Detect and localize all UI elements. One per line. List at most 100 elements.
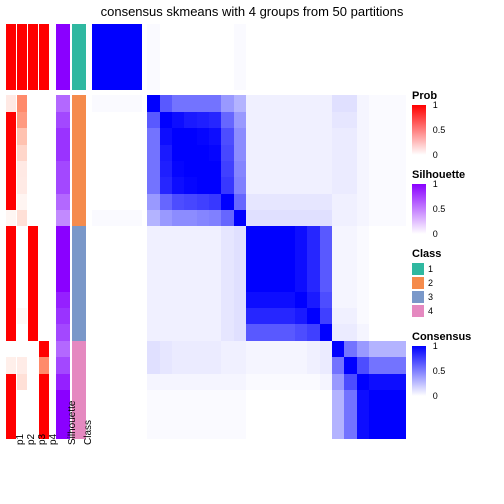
x-label-p2: p2 xyxy=(26,434,37,445)
heatmap-cell xyxy=(344,292,357,309)
heatmap-cell xyxy=(283,128,296,145)
legend-prob-gradient xyxy=(412,105,426,155)
annotation-cell xyxy=(28,259,38,276)
heatmap-cell xyxy=(160,161,173,178)
heatmap-cell xyxy=(92,357,105,374)
heatmap-cell xyxy=(394,40,407,57)
x-label-p4: p4 xyxy=(48,434,59,445)
annotation-cell xyxy=(72,57,86,74)
heatmap-cell xyxy=(344,57,357,74)
heatmap-cell xyxy=(258,210,271,227)
heatmap-cell xyxy=(209,341,222,358)
heatmap-cell xyxy=(172,40,185,57)
heatmap-cell xyxy=(332,112,345,129)
annotation-cell xyxy=(56,275,70,292)
heatmap-cell xyxy=(117,390,130,407)
heatmap-cell xyxy=(172,324,185,341)
heatmap-cell xyxy=(332,390,345,407)
heatmap-cell xyxy=(117,73,130,90)
heatmap-cell xyxy=(117,226,130,243)
annotation-cell xyxy=(6,374,16,391)
heatmap-cell xyxy=(283,406,296,423)
heatmap-cell xyxy=(129,145,142,162)
heatmap-cell xyxy=(197,194,210,211)
heatmap-cell xyxy=(160,259,173,276)
heatmap-cell xyxy=(104,210,117,227)
heatmap-cell xyxy=(295,292,308,309)
heatmap-cell xyxy=(295,390,308,407)
legend-tick: 1 xyxy=(433,101,438,110)
heatmap-cell xyxy=(357,357,370,374)
heatmap-cell xyxy=(270,161,283,178)
heatmap-cell xyxy=(381,177,394,194)
annotation-cell xyxy=(17,406,27,423)
heatmap-cell xyxy=(307,357,320,374)
heatmap-cell xyxy=(369,243,382,260)
annotation-cell xyxy=(17,357,27,374)
heatmap-cell xyxy=(357,161,370,178)
heatmap-cell xyxy=(234,243,247,260)
heatmap-cell xyxy=(394,275,407,292)
heatmap-cell xyxy=(104,57,117,74)
heatmap-cell xyxy=(307,243,320,260)
annotation-cell xyxy=(56,24,70,41)
legend-consensus-title: Consensus xyxy=(412,331,502,343)
heatmap-cell xyxy=(258,112,271,129)
heatmap-cell xyxy=(246,275,259,292)
heatmap-cell xyxy=(104,145,117,162)
heatmap-cell xyxy=(160,308,173,325)
heatmap-cell xyxy=(283,112,296,129)
heatmap-cell xyxy=(147,161,160,178)
annotation-cell xyxy=(28,292,38,309)
heatmap-cell xyxy=(234,275,247,292)
annotation-cell xyxy=(17,390,27,407)
heatmap-cell xyxy=(283,210,296,227)
heatmap-cell xyxy=(369,423,382,440)
legend-class-items: 1234 xyxy=(412,263,502,317)
heatmap-cell xyxy=(209,128,222,145)
heatmap-cell xyxy=(184,390,197,407)
annotation-cell xyxy=(28,210,38,227)
heatmap-cell xyxy=(394,308,407,325)
heatmap-cell xyxy=(295,210,308,227)
annotation-cell xyxy=(28,357,38,374)
annotation-cell xyxy=(72,292,86,309)
annotation-cell xyxy=(28,324,38,341)
heatmap-cell xyxy=(184,324,197,341)
heatmap-cell xyxy=(369,324,382,341)
legend-prob: Prob 10.50 xyxy=(412,90,502,155)
heatmap-cell xyxy=(258,40,271,57)
heatmap-cell xyxy=(258,145,271,162)
heatmap-cell xyxy=(270,324,283,341)
heatmap-cell xyxy=(381,324,394,341)
heatmap-cell xyxy=(129,357,142,374)
heatmap-cell xyxy=(270,128,283,145)
heatmap-cell xyxy=(320,259,333,276)
heatmap-cell xyxy=(129,194,142,211)
heatmap-cell xyxy=(307,324,320,341)
heatmap-cell xyxy=(357,145,370,162)
heatmap-cell xyxy=(307,177,320,194)
heatmap-cell xyxy=(104,128,117,145)
heatmap-cell xyxy=(160,374,173,391)
heatmap-cell xyxy=(92,341,105,358)
heatmap-cell xyxy=(160,275,173,292)
annotation-cell xyxy=(17,95,27,112)
heatmap-cell xyxy=(320,357,333,374)
heatmap-cell xyxy=(258,177,271,194)
heatmap-cell xyxy=(394,226,407,243)
heatmap-cell xyxy=(307,210,320,227)
heatmap-cell xyxy=(295,145,308,162)
heatmap-cell xyxy=(209,40,222,57)
annotation-cell xyxy=(17,275,27,292)
heatmap-cell xyxy=(295,243,308,260)
annotation-cell xyxy=(28,128,38,145)
heatmap-cell xyxy=(246,357,259,374)
heatmap-cell xyxy=(307,57,320,74)
heatmap-cell xyxy=(369,357,382,374)
heatmap-cell xyxy=(357,226,370,243)
annotation-cell xyxy=(56,112,70,129)
heatmap-cell xyxy=(357,374,370,391)
heatmap-cell xyxy=(295,308,308,325)
heatmap-cell xyxy=(197,341,210,358)
